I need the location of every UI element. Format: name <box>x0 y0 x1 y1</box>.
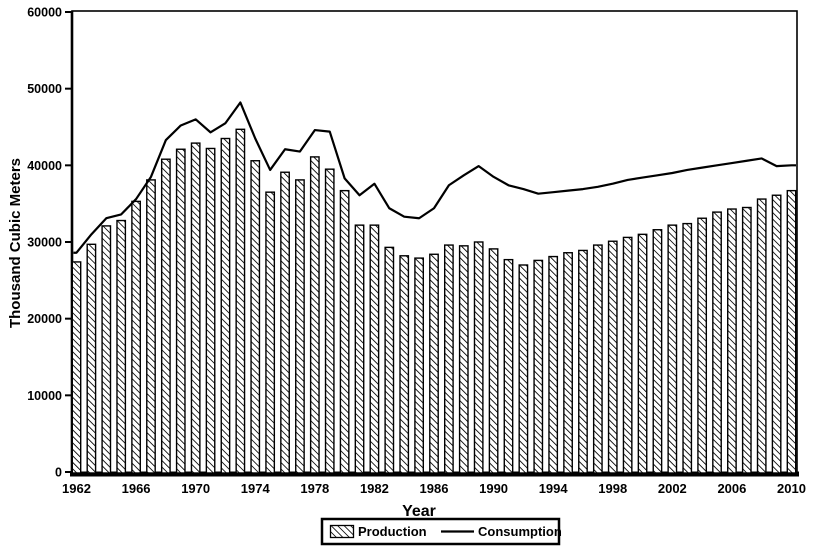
legend-consumption-label: Consumption <box>478 524 562 539</box>
x-tick-label: 1970 <box>181 481 210 496</box>
x-tick-label: 1982 <box>360 481 389 496</box>
production-bar <box>220 137 231 474</box>
x-tick-label: 1974 <box>241 481 271 496</box>
production-bar <box>786 189 797 474</box>
production-bar <box>712 211 722 474</box>
legend-production-swatch <box>329 524 355 539</box>
production-bar <box>667 224 678 474</box>
production-bar <box>295 179 305 474</box>
production-bar <box>86 243 97 474</box>
production-bar <box>771 194 782 474</box>
x-tick-label: 1990 <box>479 481 508 496</box>
production-bar <box>71 261 82 474</box>
y-tick-label: 0 <box>55 466 62 480</box>
production-bar <box>116 219 127 474</box>
production-bar <box>354 224 365 474</box>
production-bar <box>280 171 290 474</box>
production-bar <box>458 245 469 474</box>
production-bar <box>131 200 141 474</box>
production-bar <box>101 225 112 474</box>
legend: Production Consumption <box>320 517 562 546</box>
plot-area: 0 10000 20000 30000 40000 50000 60000 1962 1966 1… <box>27 6 806 497</box>
production-bar <box>190 142 201 474</box>
legend-production-label: Production <box>358 524 427 539</box>
production-bar <box>503 258 514 474</box>
production-bar <box>592 244 603 474</box>
x-tick-label: 2006 <box>717 481 746 496</box>
production-bar <box>488 248 499 474</box>
production-bar <box>741 206 752 474</box>
y-tick-label: 20000 <box>27 312 62 326</box>
production-bar <box>324 168 335 474</box>
production-bar <box>637 233 648 474</box>
production-bar <box>697 217 708 474</box>
x-tick-label: 1962 <box>62 481 91 496</box>
x-tick-label: 1966 <box>122 481 151 496</box>
y-tick-label: 60000 <box>27 6 62 20</box>
x-tick-label: 2010 <box>777 481 806 496</box>
legend-box <box>320 517 561 546</box>
production-bar <box>578 249 588 474</box>
production-bar <box>414 257 425 474</box>
production-bar <box>682 222 693 474</box>
y-tick-label: 30000 <box>27 236 62 250</box>
production-bar <box>205 147 216 474</box>
production-bar <box>518 264 529 474</box>
x-tick-label: 2002 <box>658 481 687 496</box>
production-bar <box>548 255 559 474</box>
production-bar <box>160 158 171 474</box>
x-tick-label: 1998 <box>598 481 627 496</box>
y-tick-label: 50000 <box>27 82 62 96</box>
production-bar <box>443 244 454 474</box>
production-bar <box>473 241 484 474</box>
production-bar <box>607 240 618 474</box>
production-bar <box>756 198 767 474</box>
production-bar <box>369 224 380 474</box>
production-bar <box>339 189 350 474</box>
production-bar <box>265 191 276 474</box>
x-tick-label: 1986 <box>420 481 449 496</box>
production-bar <box>309 156 320 474</box>
production-bar <box>384 246 395 474</box>
y-axis-title: Thousand Cubic Meters <box>7 158 24 328</box>
consumption-line <box>73 101 796 254</box>
production-bar <box>235 128 246 474</box>
y-tick-label: 10000 <box>27 389 62 403</box>
x-axis-title: Year <box>402 503 436 520</box>
production-bar <box>652 229 663 474</box>
x-tick-label: 1978 <box>300 481 329 496</box>
production-bar <box>563 252 573 474</box>
production-bar <box>727 208 737 474</box>
y-tick-label: 40000 <box>27 159 62 173</box>
production-bar <box>622 236 633 474</box>
production-bar <box>399 255 410 474</box>
x-tick-label: 1994 <box>539 481 569 496</box>
production-bar <box>250 160 261 474</box>
production-bar <box>533 259 544 474</box>
production-bar <box>429 253 439 474</box>
production-bar <box>175 148 186 474</box>
production-bar <box>146 179 156 474</box>
